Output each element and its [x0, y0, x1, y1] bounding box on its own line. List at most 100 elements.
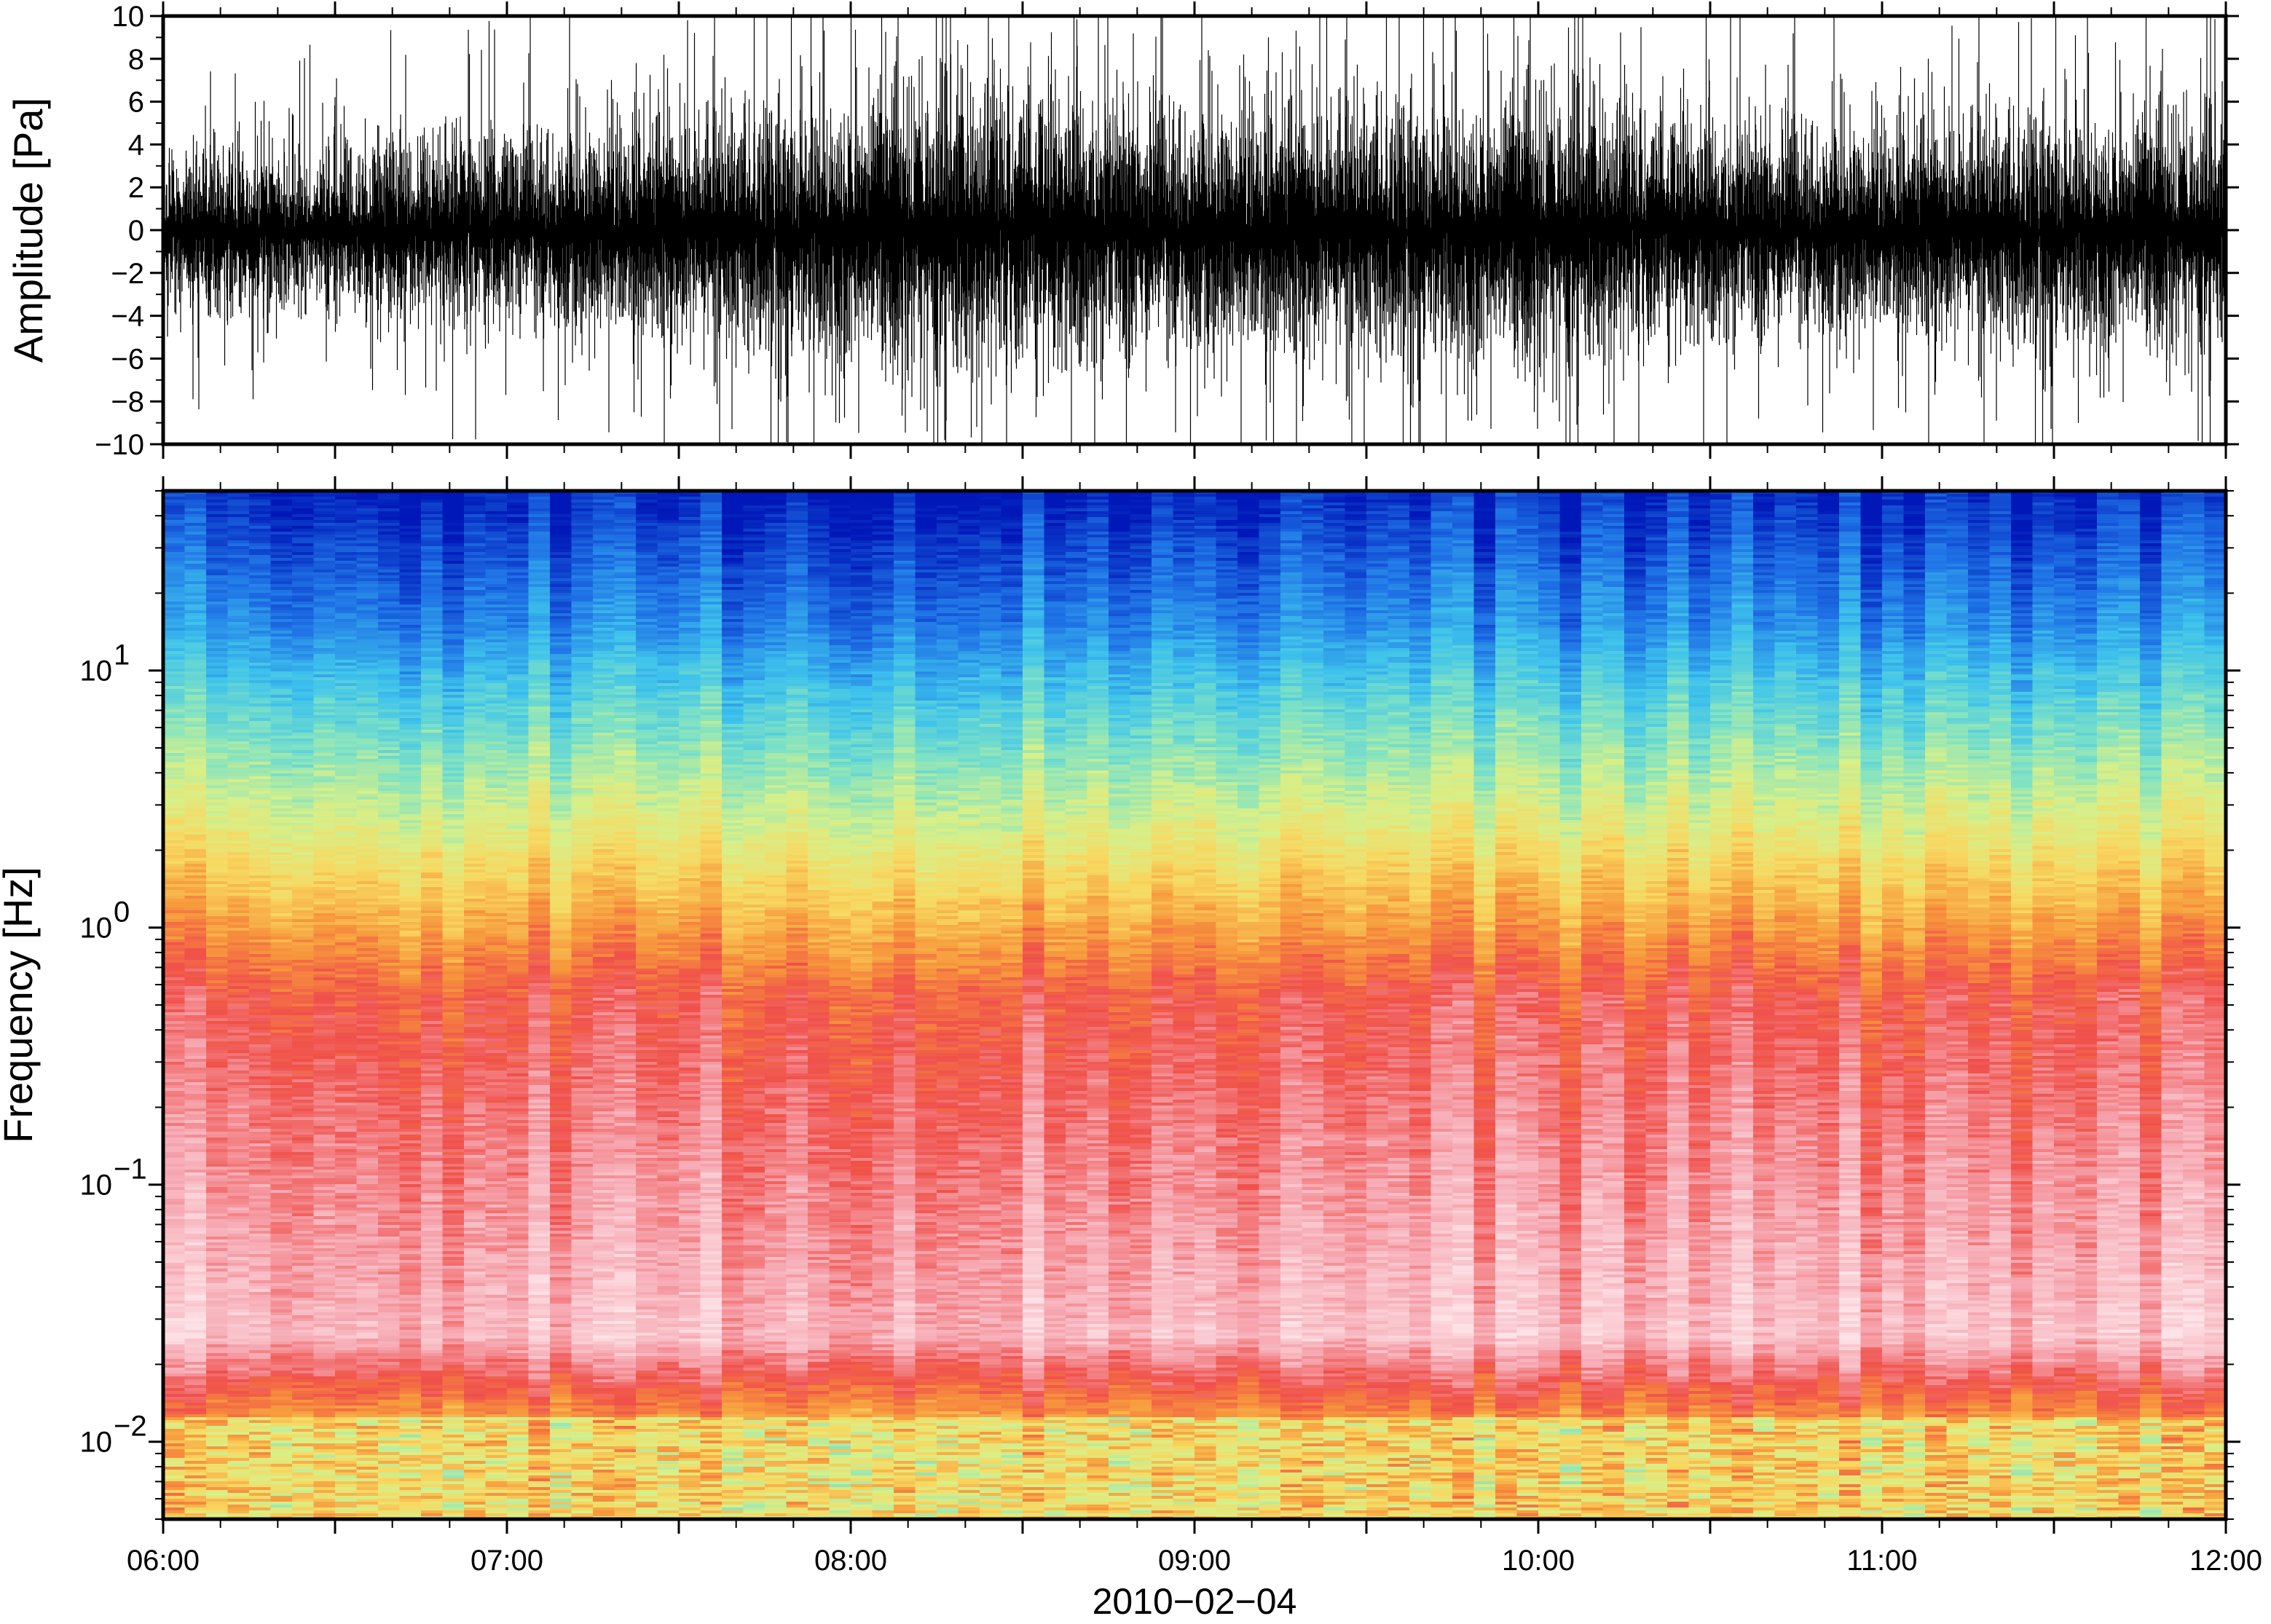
x-tick-label: 10:00 [1502, 1545, 1575, 1577]
x-tick-label: 06:00 [127, 1545, 200, 1577]
spectrogram-column [271, 491, 293, 1520]
spectrogram-column [357, 491, 379, 1520]
x-tick-label: 11:00 [1846, 1545, 1917, 1577]
spectrogram-y-label: Frequency [Hz] [0, 867, 41, 1143]
spectrogram-column [1990, 491, 2012, 1520]
spectrogram-column [2011, 491, 2033, 1520]
spectrogram-column [1474, 491, 1496, 1520]
spectrogram-column [830, 491, 851, 1520]
waveform-y-label: Amplitude [Pa] [5, 98, 51, 363]
spectrogram-column [1689, 491, 1711, 1520]
spectrogram-column [1818, 491, 1840, 1520]
spectrogram-column [1130, 491, 1152, 1520]
spectrogram-column [679, 491, 701, 1520]
spectrogram-column [1366, 491, 1388, 1520]
spectrogram-column [1323, 491, 1345, 1520]
waveform-y-tick-label: 6 [128, 87, 144, 119]
spectrogram-column [722, 491, 744, 1520]
spectrogram-column [787, 491, 808, 1520]
spectrogram-y-tick-base: 10 [80, 1170, 113, 1202]
spectrogram-column [2033, 491, 2055, 1520]
spectrogram-column [421, 491, 443, 1520]
spectrogram-column [1839, 491, 1861, 1520]
spectrogram-column [1409, 491, 1431, 1520]
spectrogram-column [185, 491, 207, 1520]
spectrogram-column [1066, 491, 1087, 1520]
spectrogram-y-tick-base: 10 [80, 655, 113, 687]
spectrogram-column [378, 491, 400, 1520]
waveform-y-tick-label: −6 [111, 343, 144, 375]
spectrogram-column [1775, 491, 1797, 1520]
waveform-y-tick-label: 0 [128, 215, 144, 247]
spectrogram-column [1667, 491, 1689, 1520]
x-tick-label: 08:00 [814, 1545, 887, 1577]
spectrogram-column [335, 491, 357, 1520]
spectrogram-column [1431, 491, 1453, 1520]
spectrogram-column [1388, 491, 1410, 1520]
spectrogram-column [206, 491, 228, 1520]
spectrogram-column [1968, 491, 1990, 1520]
spectrogram-column [980, 491, 1001, 1520]
spectrogram-column [1560, 491, 1582, 1520]
spectrogram-column [744, 491, 765, 1520]
spectrogram-column [1495, 491, 1517, 1520]
spectrogram-column [1237, 491, 1259, 1520]
spectrogram-column [1109, 491, 1130, 1520]
x-tick-label: 07:00 [471, 1545, 543, 1577]
spectrogram-column [1044, 491, 1066, 1520]
spectrogram-column [1925, 491, 1947, 1520]
spectrogram-column [1452, 491, 1474, 1520]
spectrogram-column [1152, 491, 1173, 1520]
spectrogram-column [529, 491, 551, 1520]
spectrogram-column [1904, 491, 1926, 1520]
spectrogram-y-tick-base: 10 [80, 1427, 113, 1459]
spectrogram-column [1753, 491, 1775, 1520]
spectrogram-column [593, 491, 615, 1520]
waveform-y-tick-label: −4 [111, 301, 144, 333]
x-tick-label: 12:00 [2189, 1545, 2262, 1577]
spectrogram-column [636, 491, 658, 1520]
spectrogram-column [1194, 491, 1216, 1520]
spectrogram-column [1861, 491, 1883, 1520]
waveform-y-tick-label: 4 [128, 129, 144, 161]
spectrogram-column [1538, 491, 1560, 1520]
spectrogram-column [572, 491, 594, 1520]
spectrogram-column [507, 491, 529, 1520]
spectrogram-image [163, 491, 2227, 1520]
spectrogram-column [2119, 491, 2141, 1520]
waveform-y-tick-label: 8 [128, 44, 144, 76]
spectrogram-column [228, 491, 250, 1520]
spectrogram-column [937, 491, 959, 1520]
spectrogram-column [249, 491, 271, 1520]
spectrogram-column [658, 491, 680, 1520]
spectrogram-column [1947, 491, 1969, 1520]
spectrogram-column [1646, 491, 1668, 1520]
spectrogram-column [292, 491, 314, 1520]
spectrogram-column [615, 491, 637, 1520]
spectrogram-column [1732, 491, 1754, 1520]
spectrogram-column [2076, 491, 2098, 1520]
date-label: 2010−02−04 [1093, 1581, 1297, 1622]
spectrogram-column [916, 491, 937, 1520]
spectrogram-column [1216, 491, 1238, 1520]
spectrogram-column [1710, 491, 1732, 1520]
waveform-y-tick-label: −10 [95, 429, 144, 461]
spectrogram-column [443, 491, 465, 1520]
spectrogram-column [765, 491, 787, 1520]
spectrogram-y-tick-exponent: 1 [114, 639, 130, 671]
spectrogram-column [464, 491, 486, 1520]
waveform-y-tick-label: 2 [128, 172, 144, 204]
spectrogram-column [1302, 491, 1324, 1520]
spectrogram-y-tick-exponent: −2 [114, 1411, 147, 1443]
spectrogram-column [2097, 491, 2119, 1520]
spectrogram-column [1259, 491, 1281, 1520]
spectrogram-column [2183, 491, 2205, 1520]
spectrogram-column [1796, 491, 1818, 1520]
spectrogram-column [2140, 491, 2162, 1520]
spectrogram-y-tick-base: 10 [80, 912, 113, 945]
spectrogram-column [550, 491, 572, 1520]
spectrogram-column [808, 491, 830, 1520]
waveform-y-tick-label: −2 [111, 258, 144, 290]
